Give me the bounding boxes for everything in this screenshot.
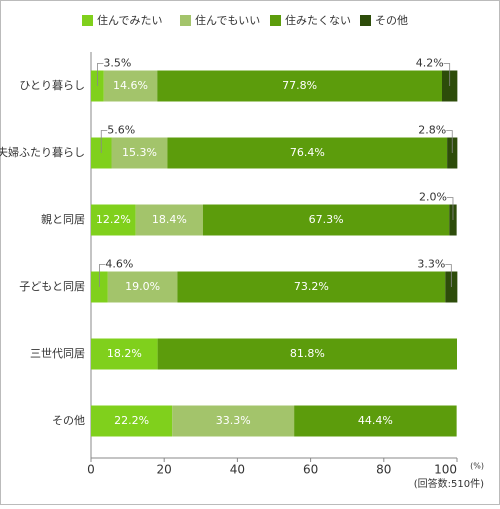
value-label: 2.8% <box>418 124 446 137</box>
legend-swatch <box>82 15 93 26</box>
category-label: 子どもと同居 <box>19 280 85 293</box>
bar-segment <box>107 271 178 303</box>
x-tick-label: 40 <box>230 463 245 477</box>
leader-line <box>445 264 452 287</box>
value-label: 4.6% <box>105 258 133 271</box>
legend-label: 住んでみたい <box>97 13 162 27</box>
legend-swatch <box>180 15 191 26</box>
x-tick-label: 100 <box>434 463 457 477</box>
bar-segment <box>157 70 442 102</box>
value-label: 3.5% <box>103 57 131 70</box>
bar-segment <box>294 405 457 437</box>
x-tick-label: 80 <box>376 463 391 477</box>
x-tick-label: 0 <box>87 463 95 477</box>
value-label: 77.8% <box>282 79 317 92</box>
category-label: 三世代同居 <box>30 347 85 360</box>
value-label: 73.2% <box>294 280 329 293</box>
value-label: 33.3% <box>216 414 251 427</box>
bar-segment <box>135 204 203 236</box>
leader-line <box>100 130 108 153</box>
bar-segment <box>91 338 158 370</box>
value-label: 81.8% <box>290 347 325 360</box>
category-label: 夫婦ふたり暮らし <box>0 145 85 159</box>
value-label: 18.2% <box>107 347 142 360</box>
x-tick-label: 60 <box>303 463 318 477</box>
value-label: 22.2% <box>114 414 149 427</box>
bar-segment <box>103 70 158 102</box>
legend-label: 住んでもいい <box>195 13 260 27</box>
legend-label: 住みたくない <box>285 13 351 27</box>
bar-segment <box>167 137 448 169</box>
value-label: 2.0% <box>419 191 447 204</box>
value-label: 15.3% <box>122 146 157 159</box>
bar-segment <box>91 405 173 437</box>
category-label: ひとり暮らし <box>19 78 85 92</box>
value-label: 12.2% <box>96 213 131 226</box>
category-label: 親と同居 <box>41 213 85 226</box>
category-label: その他 <box>52 414 85 427</box>
legend-swatch <box>270 15 281 26</box>
leader-line <box>443 63 451 86</box>
value-label: 76.4% <box>290 146 325 159</box>
note: (回答数:510件) <box>414 477 484 490</box>
value-label: 18.4% <box>152 213 187 226</box>
legend-label: その他 <box>375 14 408 27</box>
value-label: 67.3% <box>309 213 344 226</box>
legend-swatch <box>360 15 371 26</box>
value-label: 19.0% <box>125 280 160 293</box>
bar-segment <box>202 204 450 236</box>
bar-segment <box>177 271 446 303</box>
x-unit: (%) <box>470 462 484 471</box>
bar-segment <box>172 405 295 437</box>
value-label: 4.2% <box>416 57 444 70</box>
value-label: 3.3% <box>417 258 445 271</box>
bar-segment <box>111 137 168 169</box>
leader-line <box>446 197 454 220</box>
value-label: 44.4% <box>358 414 393 427</box>
leader-line <box>446 130 453 153</box>
value-label: 14.6% <box>113 79 148 92</box>
leader-line <box>97 63 104 86</box>
leader-line <box>99 264 106 287</box>
bar-segment <box>91 204 136 236</box>
bar-segment <box>157 338 457 370</box>
x-tick-label: 20 <box>157 463 172 477</box>
value-label: 5.6% <box>107 124 135 137</box>
